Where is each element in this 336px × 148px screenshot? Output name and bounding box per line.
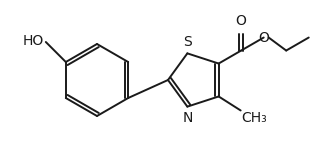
Text: CH₃: CH₃ xyxy=(242,111,267,126)
Text: N: N xyxy=(182,111,193,125)
Text: S: S xyxy=(183,35,192,49)
Text: O: O xyxy=(236,14,247,28)
Text: O: O xyxy=(258,30,269,45)
Text: HO: HO xyxy=(23,34,44,48)
